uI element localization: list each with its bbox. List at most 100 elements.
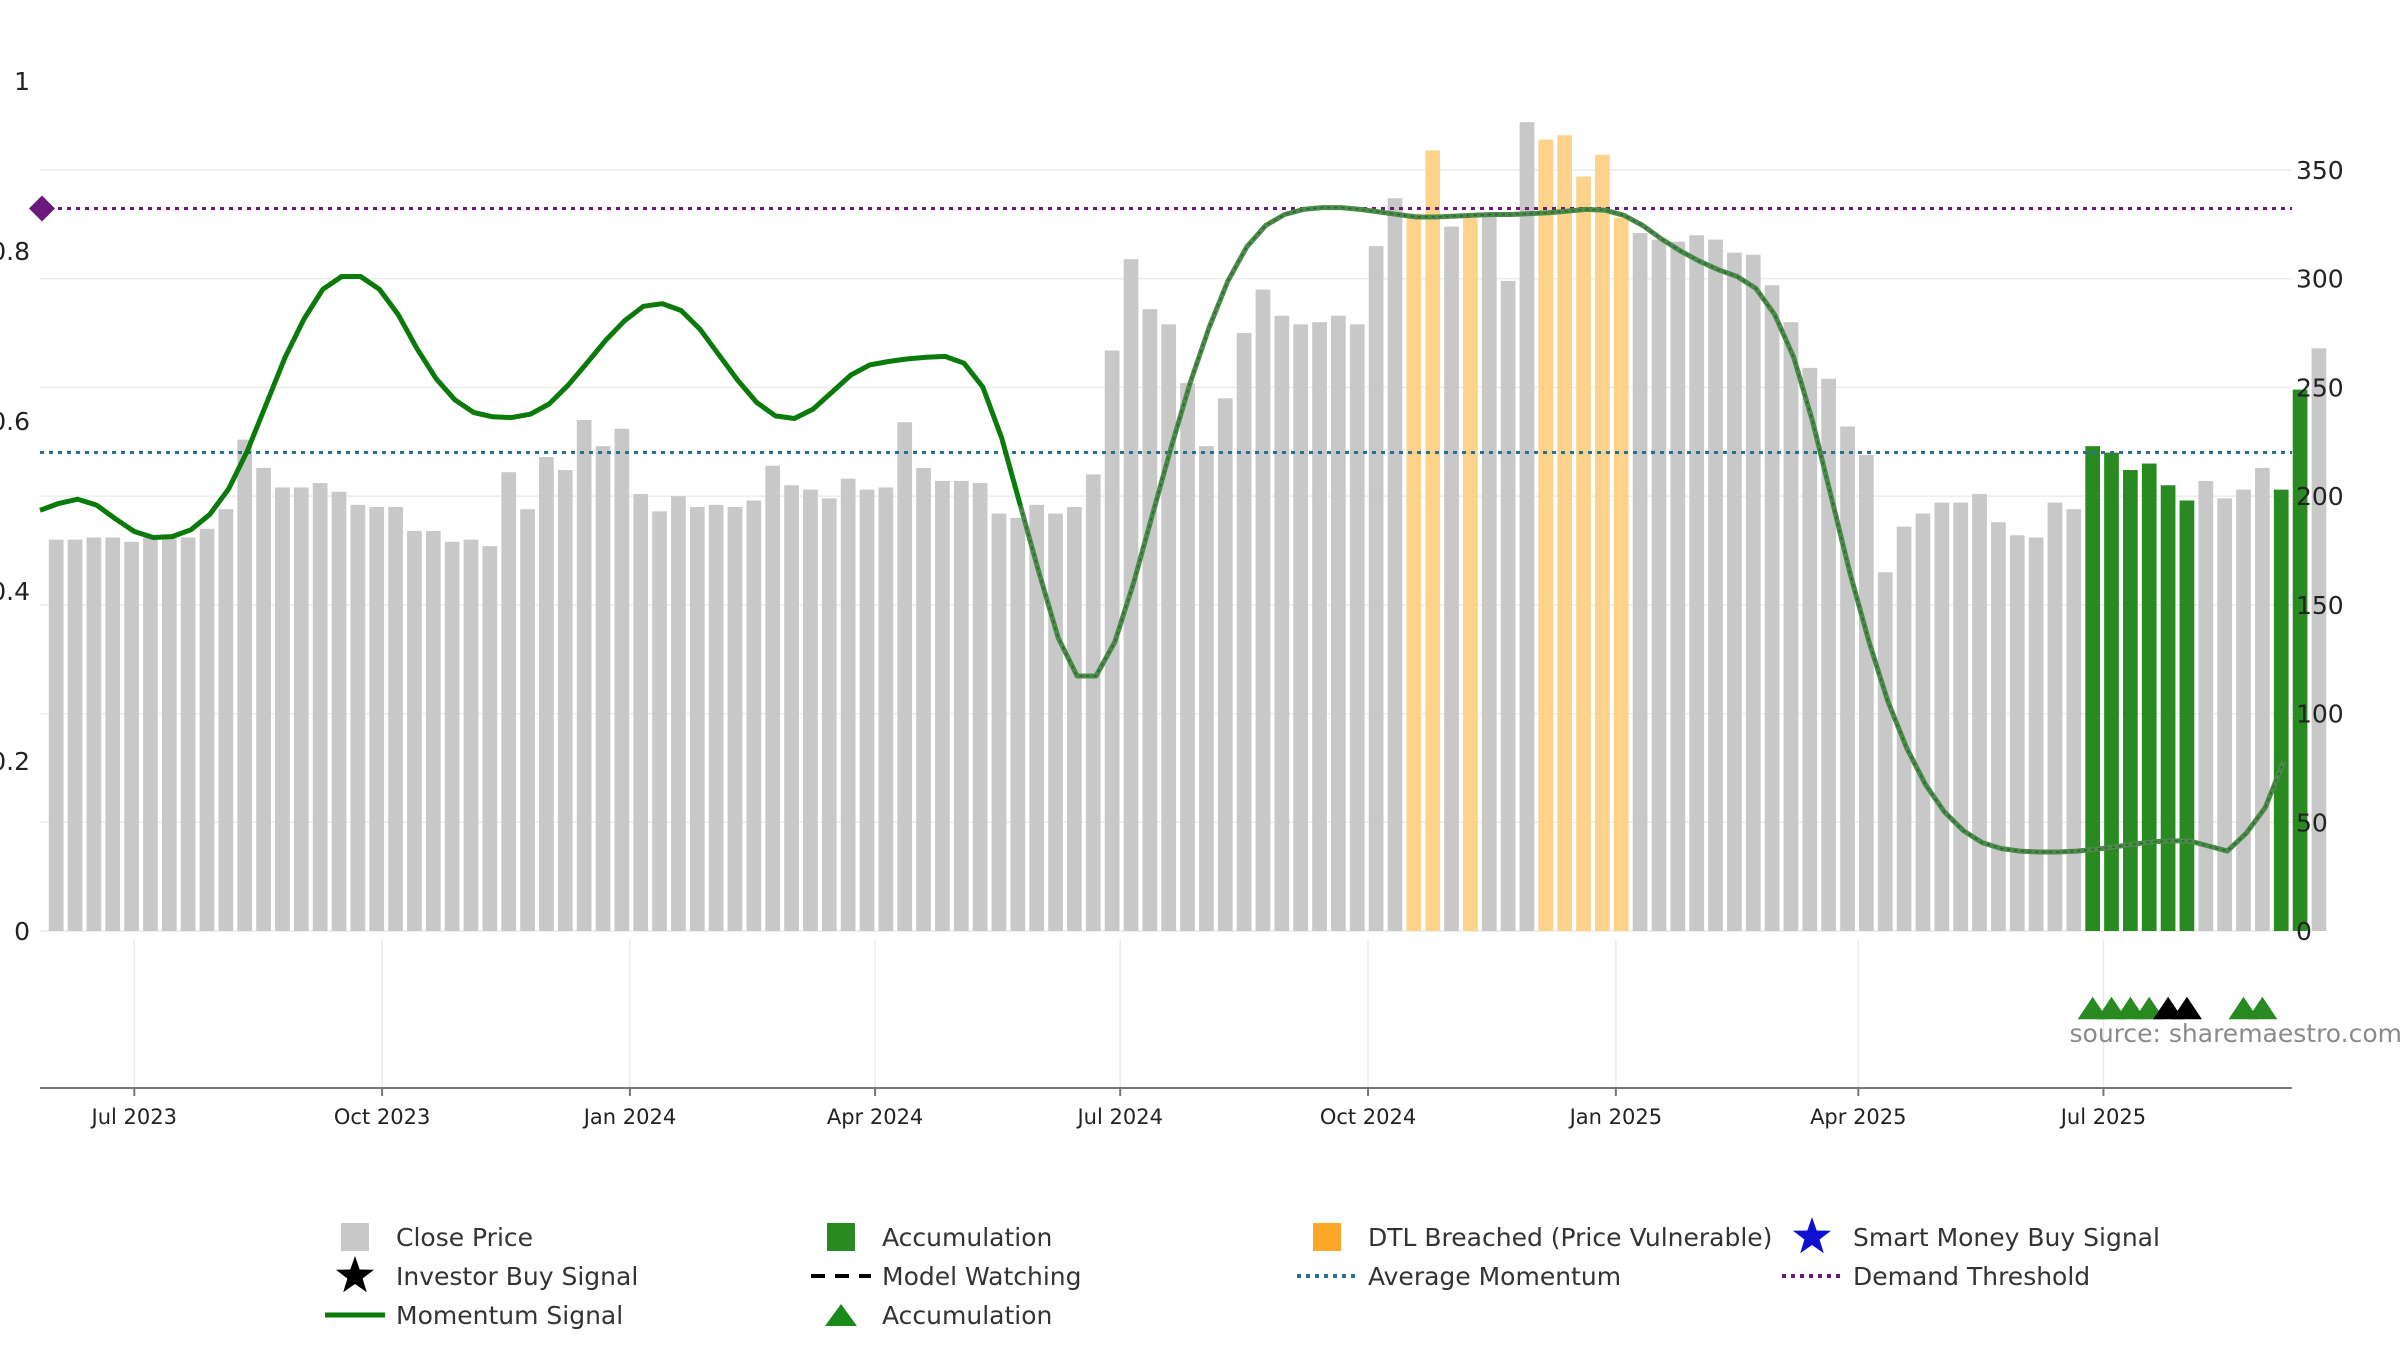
price-bar <box>1934 503 1949 931</box>
price-bar <box>483 546 498 931</box>
x-tick-label: Jul 2025 <box>2059 1105 2146 1129</box>
price-bar <box>501 472 516 931</box>
price-bar <box>841 479 856 931</box>
price-bar <box>332 492 347 931</box>
price-bar <box>690 507 705 931</box>
price-bar <box>822 498 837 931</box>
price-bar <box>539 457 554 931</box>
price-bar <box>1331 316 1346 931</box>
accumulation-bar <box>2293 390 2308 931</box>
price-bar <box>256 468 271 931</box>
dtl-breached-bar <box>1538 140 1553 931</box>
right-tick-label: 350 <box>2296 156 2344 185</box>
price-bar <box>878 487 893 931</box>
price-bar <box>464 540 479 931</box>
price-bar <box>1520 122 1535 931</box>
legend-symbol <box>341 1223 369 1251</box>
x-tick-label: Apr 2025 <box>1810 1105 1906 1129</box>
price-bar <box>973 483 988 931</box>
price-bar <box>1765 285 1780 931</box>
price-bar <box>407 531 422 931</box>
price-bar <box>2066 509 2081 931</box>
price-bar <box>1142 309 1157 931</box>
signal-panel <box>2078 997 2278 1020</box>
price-bar <box>445 542 460 931</box>
accumulation-bar <box>2180 500 2195 931</box>
price-bar <box>1444 227 1459 931</box>
price-bar <box>181 537 196 931</box>
price-bar <box>671 496 686 931</box>
legend-label: Investor Buy Signal <box>396 1262 638 1291</box>
x-tick-label: Jul 2024 <box>1075 1105 1162 1129</box>
price-bar <box>1708 240 1723 931</box>
price-bar <box>2029 537 2044 931</box>
right-tick-label: 0 <box>2296 917 2312 946</box>
x-tick-label: Jul 2023 <box>90 1105 177 1129</box>
dtl-breached-bar <box>1595 155 1610 931</box>
x-tick-label: Jan 2025 <box>1568 1105 1663 1129</box>
right-tick-label: 50 <box>2296 808 2328 837</box>
dtl-breached-bar <box>1614 218 1629 931</box>
price-bar <box>652 511 667 931</box>
price-bar <box>162 537 177 931</box>
price-bar <box>2048 503 2063 931</box>
accumulation-bar <box>2274 490 2289 931</box>
price-bar <box>2312 348 2327 931</box>
right-tick-label: 300 <box>2296 265 2344 294</box>
price-bar <box>1048 514 1063 931</box>
legend-symbol <box>825 1304 857 1326</box>
accumulation-bar <box>2161 485 2176 931</box>
dtl-breached-bar <box>1425 150 1440 931</box>
price-bar <box>105 537 120 931</box>
price-bar <box>1633 233 1648 931</box>
price-bar <box>916 468 931 931</box>
price-bar <box>200 529 215 931</box>
price-bar <box>275 487 290 931</box>
price-bar <box>351 505 366 931</box>
price-bar <box>1350 324 1365 931</box>
legend-symbol <box>827 1223 855 1251</box>
investor-buy-marker <box>2172 997 2202 1020</box>
price-bar <box>1180 383 1195 931</box>
price-bar <box>1067 507 1082 931</box>
legend-label: Close Price <box>396 1223 533 1252</box>
price-bar <box>1274 316 1289 931</box>
price-bar <box>1953 503 1968 931</box>
legend-label: Accumulation <box>882 1223 1052 1252</box>
price-bar <box>369 507 384 931</box>
price-bar <box>897 422 912 931</box>
price-bar <box>1161 324 1176 931</box>
right-tick-label: 150 <box>2296 591 2344 620</box>
price-bar <box>746 500 761 931</box>
price-bar <box>237 440 252 931</box>
price-bar <box>1840 427 1855 931</box>
price-bar <box>2198 481 2213 931</box>
price-bar <box>1859 455 1874 931</box>
left-tick-label: 0 <box>14 917 30 946</box>
dtl-breached-bar <box>1576 177 1591 931</box>
price-bar <box>935 481 950 931</box>
price-bar <box>1482 213 1497 931</box>
price-bar <box>1388 198 1403 931</box>
price-bar <box>860 490 875 931</box>
legend-symbol <box>1313 1223 1341 1251</box>
right-tick-label: 200 <box>2296 482 2344 511</box>
price-bar <box>784 485 799 931</box>
price-bar <box>294 487 309 931</box>
price-bar <box>1256 290 1271 931</box>
dtl-breached-bar <box>1557 135 1572 931</box>
price-bar <box>1218 398 1233 931</box>
price-bar <box>709 505 724 931</box>
x-tick-label: Apr 2024 <box>827 1105 923 1129</box>
price-bar <box>388 507 403 931</box>
legend-label: Average Momentum <box>1368 1262 1621 1291</box>
left-tick-label: 1 <box>14 67 30 96</box>
reference-lines <box>29 196 2292 453</box>
price-bar <box>558 470 573 931</box>
legend-symbol <box>336 1256 374 1292</box>
dtl-breached-bar <box>1406 213 1421 931</box>
price-bar <box>2217 498 2232 931</box>
x-tick-label: Oct 2024 <box>1320 1105 1416 1129</box>
